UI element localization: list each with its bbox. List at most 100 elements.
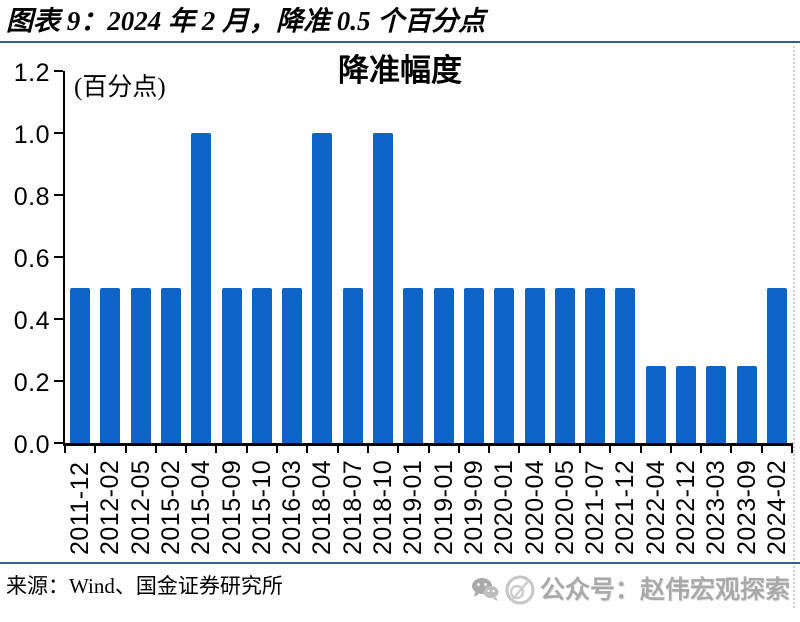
x-tick [488, 443, 491, 453]
x-tick [215, 443, 218, 453]
x-tick-label: 2019-01 [399, 459, 428, 555]
bar-2020-01 [494, 288, 515, 443]
x-tick [124, 443, 127, 453]
y-tick [54, 318, 63, 320]
page-right-border [793, 46, 795, 608]
x-tick [639, 443, 642, 453]
x-tick-label: 2024-02 [762, 459, 791, 555]
watermark: 公众号：赵伟宏观探索 [470, 574, 790, 606]
x-tick-label: 2012-05 [126, 459, 155, 555]
x-tick [245, 443, 248, 453]
bar-2020-04 [524, 288, 545, 443]
x-tick-label: 2018-04 [308, 459, 337, 555]
x-tick-label: 2020-01 [490, 459, 519, 555]
bar-2023-09 [736, 365, 757, 443]
x-tick-label: 2020-04 [520, 459, 549, 555]
y-tick-label: 0.4 [13, 307, 50, 335]
x-tick-label: 2022-04 [641, 459, 670, 555]
y-tick-label: 0.6 [13, 245, 50, 273]
x-tick [427, 443, 430, 453]
y-axis-unit-label: (百分点) [74, 74, 166, 101]
y-axis-line [63, 71, 65, 445]
x-tick [518, 443, 521, 453]
circle-logo-icon [504, 574, 536, 606]
x-tick-label: 2018-07 [338, 459, 367, 555]
bar-2020-05 [554, 288, 575, 443]
x-tick [366, 443, 369, 453]
x-tick-label: 2015-04 [187, 459, 216, 555]
x-tick-label: 2019-09 [459, 459, 488, 555]
y-tick [54, 442, 63, 444]
y-tick-label: 0.0 [13, 431, 50, 459]
x-tick [185, 443, 188, 453]
bar-2016-03 [282, 288, 303, 443]
x-tick-label: 2019-01 [429, 459, 458, 555]
x-tick-label: 2018-10 [369, 459, 398, 555]
x-tick [306, 443, 309, 453]
watermark-text: 公众号：赵伟宏观探索 [539, 576, 790, 604]
x-tick [730, 443, 733, 453]
y-tick [54, 194, 63, 196]
x-tick-label: 2015-10 [247, 459, 276, 555]
bar-2011-12 [70, 288, 91, 443]
bar-2024-02 [766, 288, 787, 443]
x-tick [760, 443, 763, 453]
bar-2012-05 [130, 288, 151, 443]
source-note: 来源：Wind、国金证券研究所 [6, 574, 283, 598]
x-tick-label: 2011-12 [66, 461, 95, 555]
x-tick-label: 2012-02 [96, 459, 125, 555]
footer-divider [0, 562, 800, 564]
bar-2019-09 [463, 288, 484, 443]
bar-2018-10 [373, 133, 394, 443]
x-tick-label: 2021-12 [611, 459, 640, 555]
bar-2015-09 [221, 288, 242, 443]
x-tick-label: 2021-07 [581, 459, 610, 555]
bar-2022-12 [675, 365, 696, 443]
y-tick [54, 380, 63, 382]
x-tick [609, 443, 612, 453]
chart-title: 降准幅度 [338, 53, 462, 88]
x-tick [336, 443, 339, 453]
bar-2021-12 [615, 288, 636, 443]
x-tick-label: 2015-02 [157, 459, 186, 555]
bar-2021-07 [585, 288, 606, 443]
x-tick [64, 443, 66, 453]
y-tick-label: 1.2 [13, 59, 50, 87]
y-tick [54, 256, 63, 258]
bar-2015-04 [191, 133, 212, 443]
bar-2019-01 [403, 288, 424, 443]
x-tick-label: 2022-12 [671, 459, 700, 555]
bar-2012-02 [100, 288, 121, 443]
wechat-icon [470, 576, 500, 604]
x-tick [94, 443, 97, 453]
bar-2018-04 [312, 133, 333, 443]
x-tick-label: 2015-09 [217, 459, 246, 555]
y-tick-label: 1.0 [13, 121, 50, 149]
x-tick [397, 443, 400, 453]
x-tick [154, 443, 157, 453]
x-tick [276, 443, 279, 453]
bar-2022-04 [645, 365, 666, 443]
x-tick-label: 2020-05 [550, 459, 579, 555]
title-divider [0, 41, 800, 43]
x-tick-label: 2016-03 [278, 459, 307, 555]
y-tick [54, 132, 63, 134]
x-tick-label: 2023-03 [702, 459, 731, 555]
x-tick [700, 443, 703, 453]
bar-2015-02 [161, 288, 182, 443]
bar-2023-03 [706, 365, 727, 443]
y-tick-label: 0.2 [13, 369, 50, 397]
y-tick [54, 70, 63, 72]
figure-title: 图表 9：2024 年 2 月，降准 0.5 个百分点 [6, 6, 486, 36]
x-tick [548, 443, 551, 453]
x-tick [791, 443, 793, 453]
bar-2018-07 [342, 288, 363, 443]
x-tick [457, 443, 460, 453]
bar-2015-10 [251, 288, 272, 443]
y-tick-label: 0.8 [13, 183, 50, 211]
x-tick-label: 2023-09 [732, 459, 761, 555]
x-tick [578, 443, 581, 453]
bar-2019-01 [433, 288, 454, 443]
x-tick [669, 443, 672, 453]
